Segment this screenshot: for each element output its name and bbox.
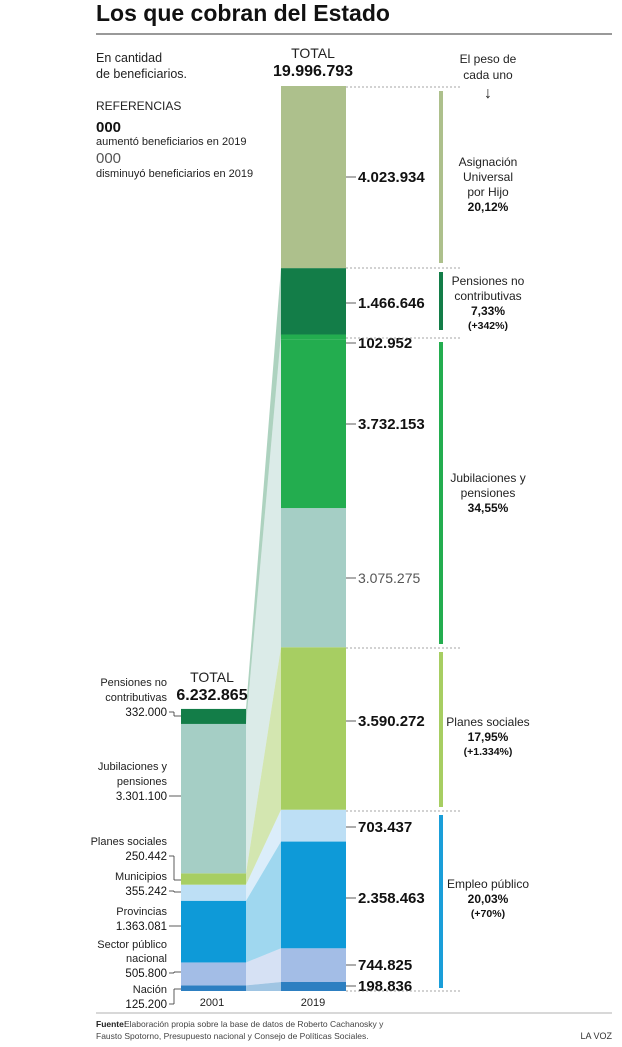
weight-header-line-2: cada uno [463, 68, 513, 82]
axis-label-2019: 2019 [301, 997, 325, 1009]
band-jubilaciones-light [246, 334, 281, 874]
down-arrow-icon: ↓ [484, 85, 492, 102]
label-2001-pensiones-no-contributivas-line-1: Pensiones no [100, 677, 167, 689]
value-2019-nacion: 198.836 [358, 978, 412, 995]
weight-label-pnc-line-1: Pensiones no [452, 274, 525, 288]
weight-label-jub-line-1: Jubilaciones y [450, 471, 525, 485]
value-2019-sector-publico-nacional: 744.825 [358, 957, 412, 974]
value-2001-sector-publico-nacional: 505.800 [125, 968, 167, 980]
weight-label-auh-line-3: por Hijo [467, 185, 509, 199]
value-2019-auh: 4.023.934 [358, 169, 425, 186]
source-label: Fuente: [96, 1019, 127, 1029]
bar-2019-nacion [281, 982, 346, 991]
weight-pct-pnc: 7,33% [471, 304, 505, 318]
brand-la-voz: LA VOZ [580, 1031, 612, 1041]
bar-2001-planes-sociales [181, 873, 246, 885]
label-2001-sector-publico-nacional-line-2: nacional [126, 953, 167, 965]
label-2001-jubilaciones-light-line-2: pensiones [117, 776, 168, 788]
band-pensiones-no-contributivas [246, 268, 281, 724]
label-2001-pensiones-no-contributivas-line-2: contributivas [105, 692, 167, 704]
chart-title: Los que cobran del Estado [96, 0, 390, 26]
value-2001-planes-sociales: 250.442 [125, 851, 167, 863]
label-2001-sector-publico-nacional-line-1: Sector público [97, 939, 167, 951]
weight-label-pnc-line-2: contributivas [454, 289, 521, 303]
label-2001-nacion-line-1: Nación [133, 984, 167, 996]
value-2001-nacion: 125.200 [125, 999, 167, 1011]
bar-2019-municipios [281, 809, 346, 842]
value-2001-jubilaciones-light: 3.301.100 [116, 791, 167, 803]
bar-2019-sector-publico-nacional [281, 948, 346, 983]
band-sector-publico-nacional [246, 948, 281, 986]
weight-change-planes: (+1.334%) [464, 746, 513, 758]
band-provincias [246, 841, 281, 963]
value-2019-jubilaciones-small: 102.952 [358, 335, 412, 352]
weight-label-jub-line-2: pensiones [461, 486, 516, 500]
weight-bar-empleo [439, 815, 443, 988]
legend-light-sample: 000 [96, 150, 121, 167]
value-2001-pensiones-no-contributivas: 332.000 [125, 707, 167, 719]
bar-2019-jubilaciones-bold [281, 339, 346, 509]
value-2019-provincias: 2.358.463 [358, 890, 425, 907]
band-municipios [246, 809, 281, 901]
bar-2001-municipios [181, 884, 246, 901]
total-2001-value: 6.232.865 [176, 687, 247, 704]
bar-2019-jubilaciones-small [281, 334, 346, 340]
label-2001-municipios-line-1: Municipios [115, 871, 167, 883]
value-2001-municipios: 355.242 [125, 886, 167, 898]
source-line-1: Elaboración propia sobre la base de dato… [124, 1019, 384, 1029]
weight-pct-auh: 20,12% [468, 200, 509, 214]
value-2019-municipios: 703.437 [358, 819, 412, 836]
bar-2019-pensiones-no-contributivas [281, 268, 346, 335]
label-2001-provincias-line-1: Provincias [116, 906, 167, 918]
weight-bar-jub [439, 342, 443, 644]
subtitle-line-1: En cantidad [96, 51, 162, 65]
legend-heading: REFERENCIAS [96, 99, 181, 113]
value-2019-pensiones-no-contributivas: 1.466.646 [358, 295, 425, 312]
bar-2001-sector-publico-nacional [181, 962, 246, 986]
weight-bar-planes [439, 652, 443, 807]
bar-2019-jubilaciones-light [281, 508, 346, 648]
axis-label-2001: 2001 [200, 997, 224, 1009]
weight-label-auh-line-1: Asignación [459, 155, 518, 169]
weight-pct-planes: 17,95% [468, 730, 509, 744]
weight-change-empleo: (+70%) [471, 908, 505, 920]
bar-2001-jubilaciones-light [181, 723, 246, 874]
weight-label-auh-line-2: Universal [463, 170, 513, 184]
weight-label-planes-line-1: Planes sociales [446, 715, 529, 729]
bar-2019-planes-sociales [281, 647, 346, 810]
value-2001-provincias: 1.363.081 [116, 921, 167, 933]
bar-2019-provincias [281, 841, 346, 949]
bar-2001-pensiones-no-contributivas [181, 708, 246, 724]
legend-bold-text: aumentó beneficiarios en 2019 [96, 136, 246, 148]
legend-light-text: disminuyó beneficiarios en 2019 [96, 168, 253, 180]
weight-bar-auh [439, 91, 443, 263]
bar-2019-auh [281, 86, 346, 269]
legend-bold-sample: 000 [96, 119, 121, 136]
source-line-2: Fausto Spotorno, Presupuesto nacional y … [96, 1031, 369, 1041]
band-nacion [246, 982, 281, 991]
subtitle-line-2: de beneficiarios. [96, 67, 187, 81]
total-2019-value: 19.996.793 [273, 63, 353, 80]
weight-pct-empleo: 20,03% [468, 892, 509, 906]
total-2019-label: TOTAL [291, 45, 335, 61]
value-2019-jubilaciones-bold: 3.732.153 [358, 416, 425, 433]
value-2019-jubilaciones-light: 3.075.275 [358, 570, 420, 586]
bar-2001-provincias [181, 900, 246, 963]
label-2001-planes-sociales-line-1: Planes sociales [91, 836, 168, 848]
value-2019-planes-sociales: 3.590.272 [358, 713, 425, 730]
weight-header-line-1: El peso de [460, 52, 517, 66]
weight-bar-pnc [439, 272, 443, 330]
weight-change-pnc: (+342%) [468, 320, 508, 332]
bar-2001-nacion [181, 985, 246, 991]
band-planes-sociales [246, 647, 281, 885]
total-2001-label: TOTAL [190, 669, 234, 685]
weight-pct-jub: 34,55% [468, 501, 509, 515]
weight-label-empleo-line-1: Empleo público [447, 877, 529, 891]
label-2001-jubilaciones-light-line-1: Jubilaciones y [98, 761, 168, 773]
